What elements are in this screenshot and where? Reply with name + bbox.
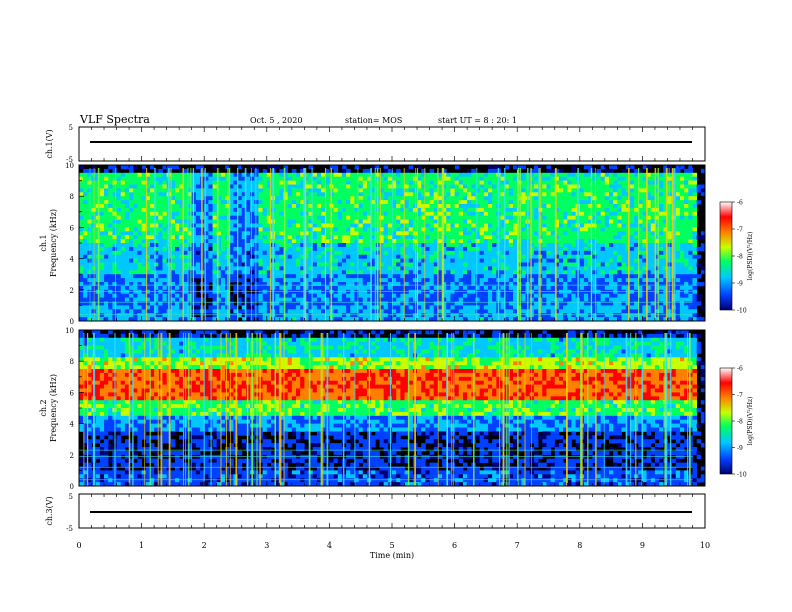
date-label: Oct. 5 , 2020 [250, 116, 302, 125]
colorbar-tick-label: -9 [737, 281, 743, 288]
colorbar-tick-label: -6 [737, 366, 743, 373]
x-tick-label: 0 [76, 541, 81, 550]
ch2-spectrogram-ticks [78, 329, 706, 487]
colorbar-tick-label: -7 [737, 392, 743, 399]
ch2-spectrogram-panel: 0 2 4 6 8 10 ch.2 Frequency (kHz) [39, 327, 706, 491]
x-tick-label: 7 [515, 541, 520, 550]
y-tick-label: 2 [70, 287, 74, 295]
ch1-waveform-ylabel: ch.1(V) [45, 129, 54, 158]
y-tick-label: 8 [70, 193, 74, 201]
x-tick-label: 8 [577, 541, 582, 550]
x-tick-label: 4 [327, 541, 332, 550]
x-tick-label: 9 [640, 541, 645, 550]
ch1-waveform-panel: 5 -5 ch.1(V) [45, 124, 706, 164]
ch2-colorbar-label: log(PSD)(V²/Hz) [747, 397, 754, 446]
ch1-colorbar: -6 -7 -8 -9 -10 log(PSD)(V²/Hz) [719, 200, 754, 315]
x-axis-label: Time (min) [370, 551, 414, 560]
ch2-spectrogram-ylabel: Frequency (kHz) [49, 374, 58, 442]
y-tick-label: 4 [70, 256, 75, 264]
start-time-label: start UT = 8 : 20: 1 [438, 116, 517, 125]
ch1-ytick-5: 5 [69, 124, 73, 132]
ch1-spectrogram-panel: 0 2 4 6 8 10 ch.1 Frequency (kHz) [39, 162, 706, 326]
colorbar-tick-label: -9 [737, 445, 743, 452]
ch1-ytick-neg5: -5 [66, 156, 73, 164]
colorbar-tick-label: -8 [737, 254, 743, 261]
ch2-spectrogram-ylabel-top: ch.2 [39, 399, 48, 416]
x-tick-label: 10 [700, 541, 710, 550]
ch3-waveform-ylabel: ch.3(V) [45, 496, 54, 525]
x-tick-label: 1 [139, 541, 144, 550]
ch3-ytick-5: 5 [69, 493, 73, 501]
y-tick-label: 0 [70, 483, 74, 491]
colorbar-tick-label: -10 [737, 472, 747, 479]
ch2-spectrogram-image [79, 330, 706, 487]
y-tick-label: 4 [70, 421, 75, 429]
ch3-ytick-neg5: -5 [66, 525, 73, 533]
ch1-waveform-ticks [78, 127, 706, 161]
x-tick-label: 3 [264, 541, 269, 550]
ch2-colorbar: -6 -7 -8 -9 -10 log(PSD)(V²/Hz) [719, 366, 754, 479]
ch3-waveform-panel: 5 -5 ch.3(V) [45, 493, 706, 533]
colorbar-tick-label: -10 [737, 308, 747, 315]
x-tick-label: 5 [389, 541, 394, 550]
ch1-spectrogram-ylabel: Frequency (kHz) [49, 209, 58, 277]
x-tick-label: 6 [452, 541, 457, 550]
y-tick-label: 6 [70, 389, 75, 397]
figure-title: VLF Spectra [79, 113, 150, 126]
y-tick-label: 2 [70, 452, 74, 460]
y-tick-label: 10 [65, 327, 74, 335]
ch3-waveform-ticks [78, 494, 706, 528]
colorbar-tick-label: -6 [737, 200, 743, 207]
y-tick-label: 8 [70, 358, 74, 366]
ch1-spectrogram-ylabel-top: ch.1 [39, 234, 48, 251]
ch1-spectrogram-ticks [78, 164, 706, 322]
ch1-spectrogram-image [79, 165, 706, 322]
y-tick-label: 6 [70, 224, 75, 232]
y-tick-label: 0 [70, 318, 74, 326]
colorbar-tick-label: -8 [737, 419, 743, 426]
colorbar-tick-label: -7 [737, 227, 743, 234]
x-axis-tick-labels: 0 1 2 3 4 5 6 7 8 9 10 [76, 541, 710, 550]
station-label: station= MOS [345, 116, 402, 125]
ch1-colorbar-label: log(PSD)(V²/Hz) [747, 232, 754, 281]
y-tick-label: 10 [65, 162, 74, 170]
x-tick-label: 2 [202, 541, 207, 550]
